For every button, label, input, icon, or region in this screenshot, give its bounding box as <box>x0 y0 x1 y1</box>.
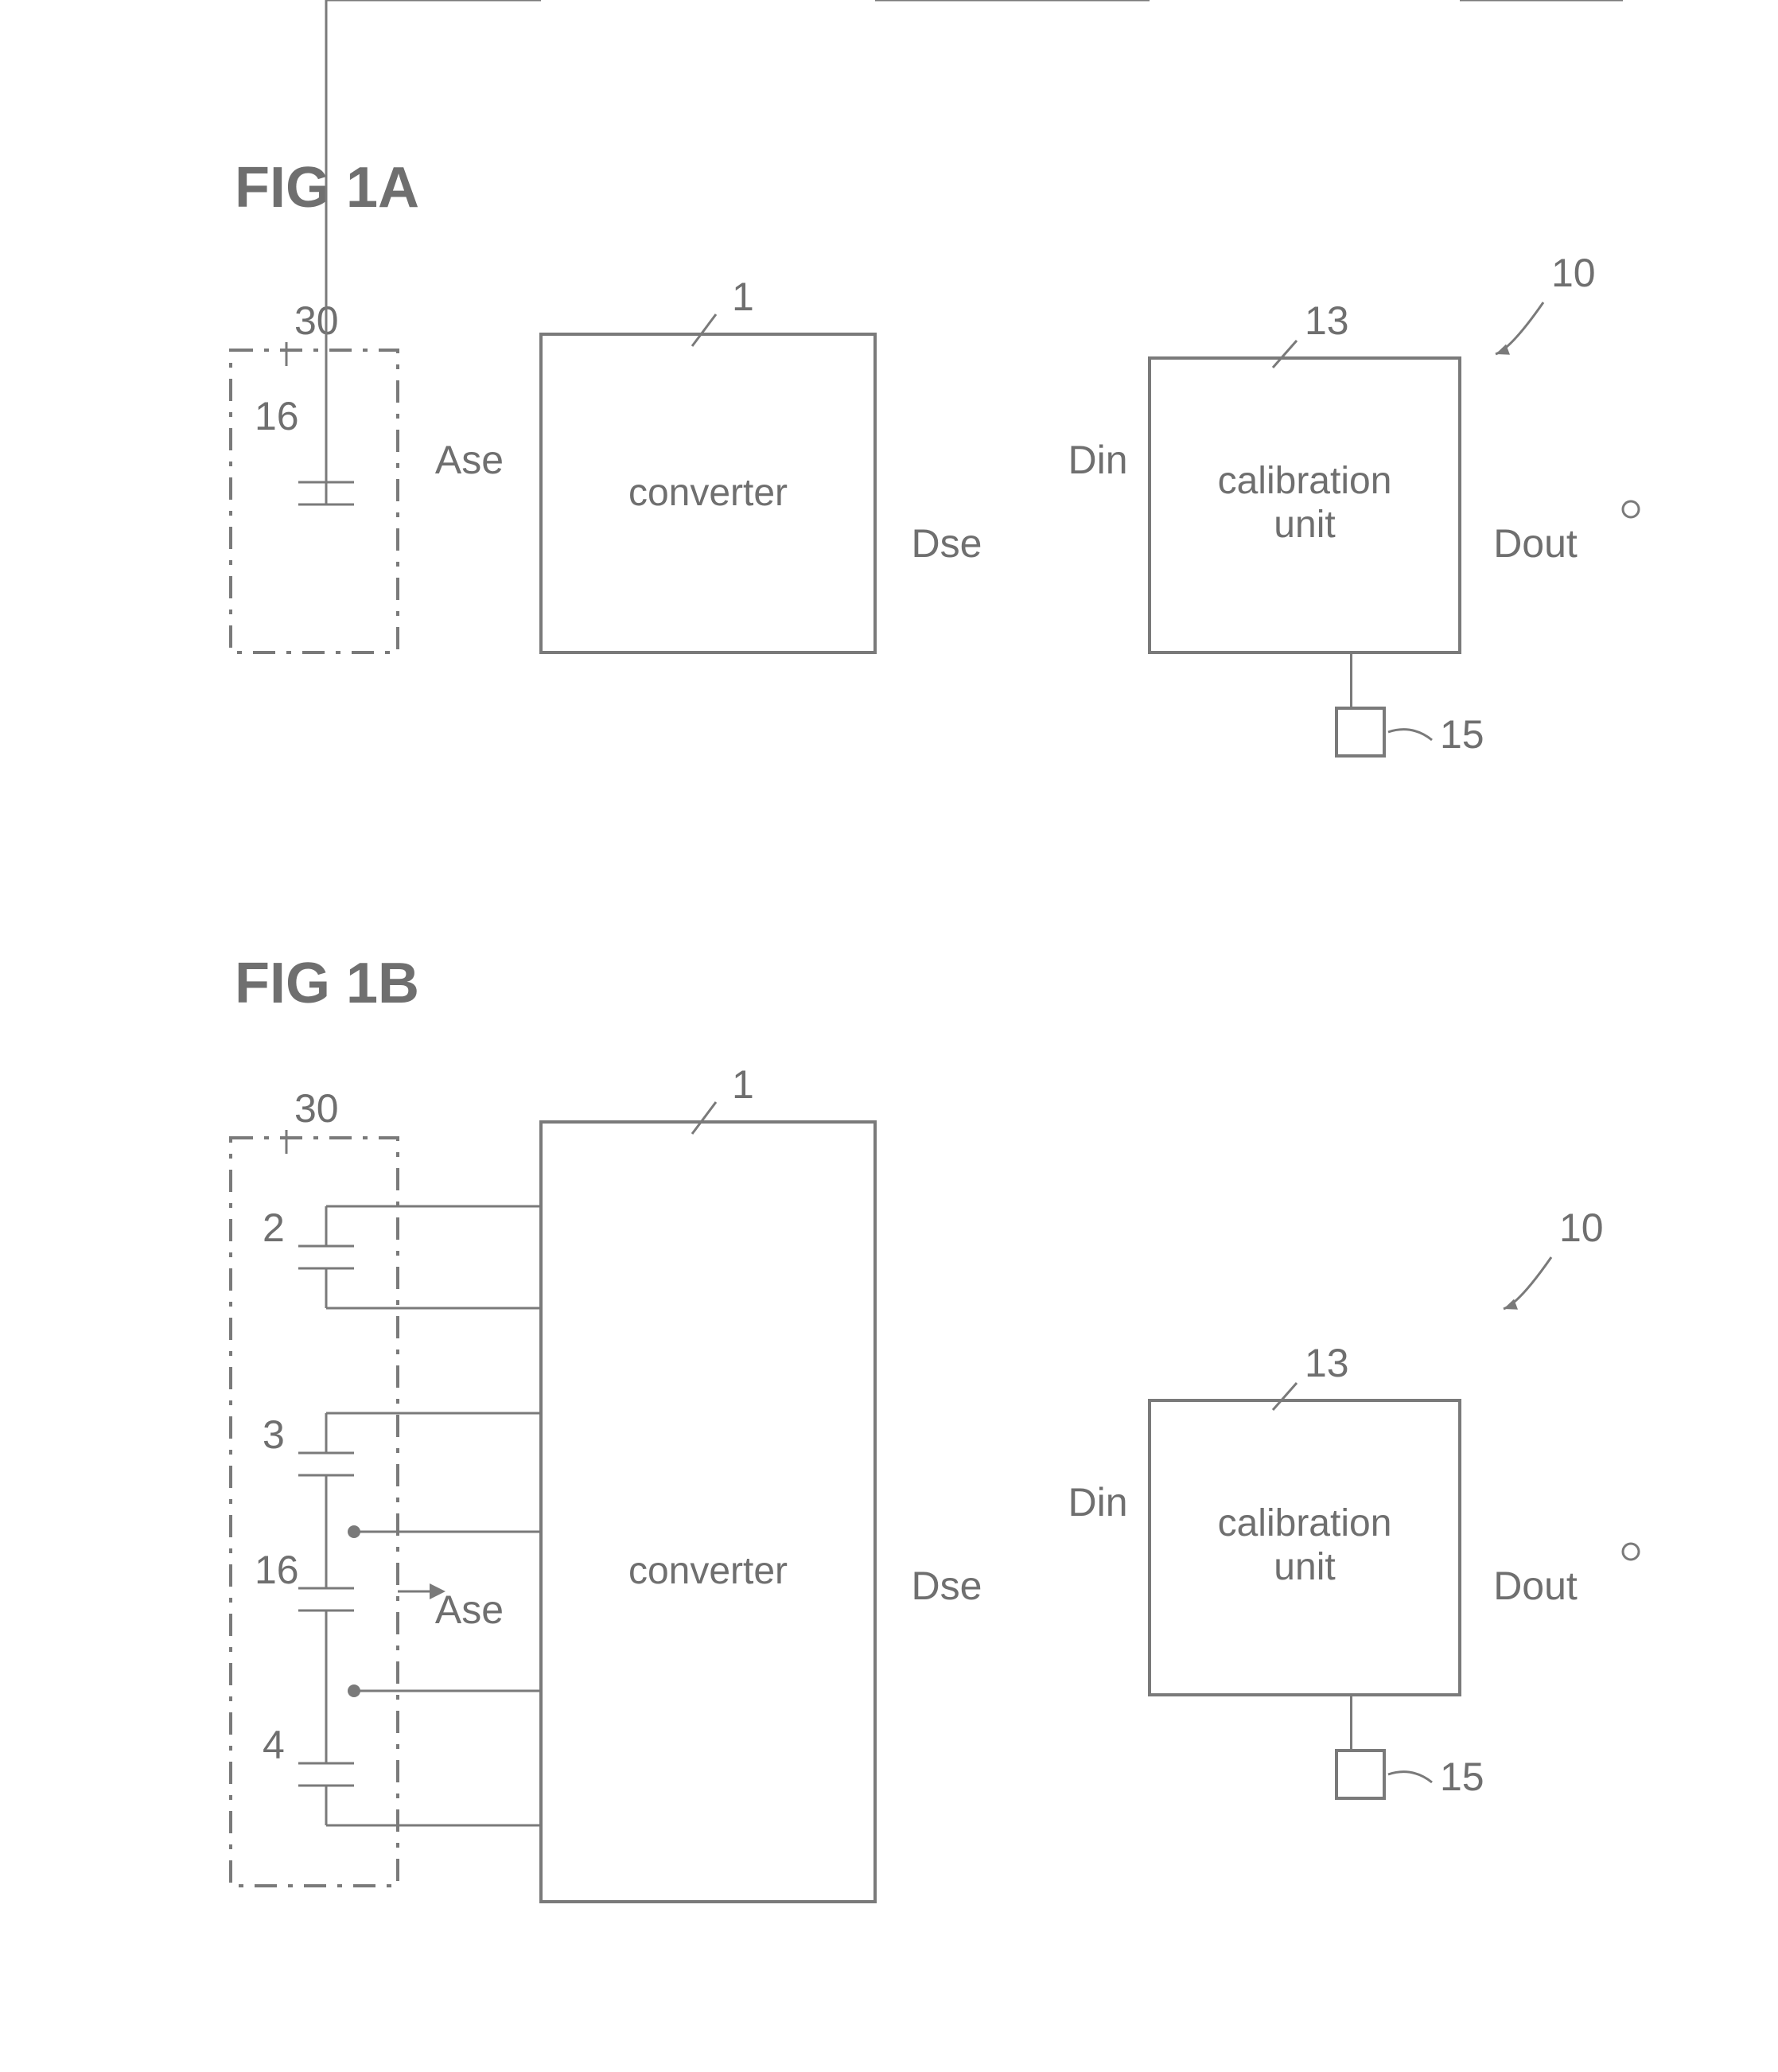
fig1a-leader-13 <box>1273 341 1297 368</box>
fig1a-sig-dse: Dse <box>912 521 982 566</box>
fig1b-calib-text2: unit <box>1274 1546 1335 1588</box>
fig1b-converter-block <box>541 1122 875 1902</box>
fig1b-block30 <box>231 1138 398 1886</box>
fig1b-terminal <box>1623 1544 1639 1560</box>
fig1a-ref10-arrow <box>1496 302 1543 354</box>
fig1a-mem15 <box>1336 708 1384 756</box>
fig1b-label-15: 15 <box>1440 1755 1484 1799</box>
fig1a-label-15: 15 <box>1440 712 1484 757</box>
fig1b-calib-text1: calibration <box>1218 1502 1392 1544</box>
fig1b-title: FIG 1B <box>235 952 419 1015</box>
fig1b-leader-13 <box>1273 1383 1297 1410</box>
fig1b-label-16b: 16 <box>255 1548 299 1592</box>
fig1b-label-30: 30 <box>294 1086 339 1131</box>
fig1b-label-2: 2 <box>263 1205 285 1250</box>
fig1b-label-4: 4 <box>263 1723 285 1767</box>
fig1b-label-13: 13 <box>1305 1341 1349 1385</box>
fig1b-node-1 <box>348 1684 360 1697</box>
fig1b-sig-dout: Dout <box>1493 1564 1578 1608</box>
fig1b-sig-din: Din <box>1068 1480 1127 1525</box>
fig1b-ref10-arrow <box>1504 1257 1551 1309</box>
fig1b-sig-dse: Dse <box>912 1564 982 1608</box>
fig1a-calib-text2: unit <box>1274 504 1335 546</box>
fig1a-leader-1 <box>692 314 716 346</box>
fig1b-sig-ase: Ase <box>435 1587 504 1632</box>
fig1a-converter-text: converter <box>628 472 788 514</box>
fig1b-label-3: 3 <box>263 1412 285 1457</box>
fig1a-sig-din: Din <box>1068 438 1127 482</box>
fig1a-calib-text1: calibration <box>1218 460 1392 502</box>
fig1a-label-1: 1 <box>732 275 754 319</box>
fig1b-mem15 <box>1336 1751 1384 1798</box>
fig1a-label-13: 13 <box>1305 298 1349 343</box>
fig1a-sig-ase: Ase <box>435 438 504 482</box>
fig1b-leader-1 <box>692 1102 716 1134</box>
fig1a-label-16: 16 <box>255 394 299 438</box>
fig1a-sig-dout: Dout <box>1493 521 1578 566</box>
fig1a-terminal <box>1623 501 1639 517</box>
fig1b-node-0 <box>348 1525 360 1538</box>
fig1a-label-10: 10 <box>1551 251 1596 295</box>
fig1a-leader-15 <box>1388 730 1432 740</box>
fig1b-leader-15 <box>1388 1772 1432 1782</box>
fig1b-label-1: 1 <box>732 1062 754 1107</box>
fig1b-label-10: 10 <box>1559 1205 1604 1250</box>
fig1b-converter-text: converter <box>628 1550 788 1592</box>
fig1a-label-30: 30 <box>294 298 339 343</box>
